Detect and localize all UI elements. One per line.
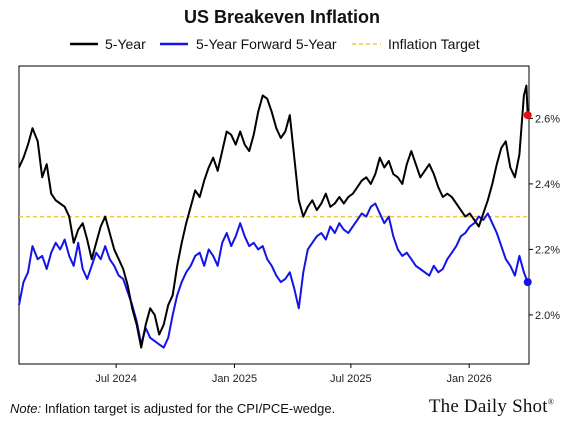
brand-mark: ® [547, 397, 554, 407]
chart: US Breakeven Inflation 5-Year 5-Year For… [18, 7, 560, 385]
x-tick-label: Jul 2025 [330, 373, 372, 385]
footnote-label: Note: [10, 401, 42, 416]
y-axis: 2.0% 2.2% 2.4% 2.6% [529, 113, 560, 322]
legend-label-5y5y: 5-Year Forward 5-Year [196, 36, 337, 52]
series-layer [18, 84, 532, 349]
series-5y5y-line [18, 202, 529, 349]
x-tick-label: Jan 2026 [447, 373, 492, 385]
plot-area [18, 65, 530, 365]
legend: 5-Year 5-Year Forward 5-Year Inflation T… [70, 36, 480, 52]
brand-name: The Daily Shot [428, 396, 548, 417]
brand-logo: The Daily Shot® [429, 396, 554, 418]
chart-title: US Breakeven Inflation [184, 7, 380, 27]
series-5y5y-end-marker [523, 278, 532, 287]
footnote: Note: Inflation target is adjusted for t… [10, 401, 335, 416]
y-tick-label: 2.4% [535, 179, 560, 191]
legend-label-target: Inflation Target [388, 36, 480, 52]
x-tick-label: Jan 2025 [212, 373, 257, 385]
x-axis: Jul 2024 Jan 2025 Jul 2025 Jan 2026 [95, 364, 492, 385]
footnote-text: Inflation target is adjusted for the CPI… [41, 401, 336, 416]
legend-label-5-year: 5-Year [105, 36, 146, 52]
series-5-year-end-marker [523, 111, 532, 120]
y-tick-label: 2.2% [535, 244, 560, 256]
series-5-year-line [18, 84, 529, 349]
x-tick-label: Jul 2024 [95, 373, 137, 385]
y-tick-label: 2.0% [535, 310, 560, 322]
y-tick-label: 2.6% [535, 113, 560, 125]
